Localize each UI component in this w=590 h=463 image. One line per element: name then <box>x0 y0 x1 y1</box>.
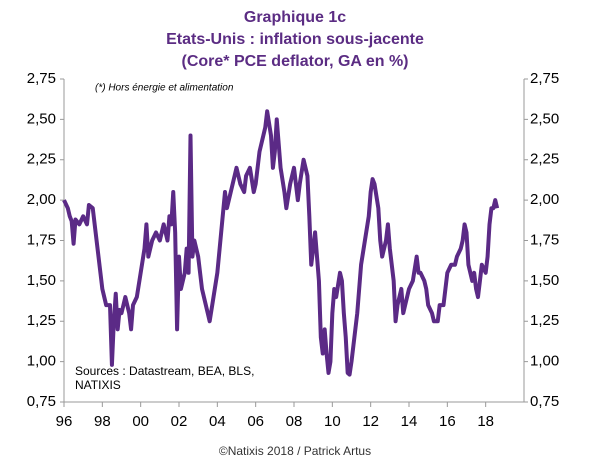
y2-tick-label: 2,75 <box>530 70 559 87</box>
x-tick-label: 18 <box>477 413 494 430</box>
y-tick-label: 2,25 <box>27 151 56 168</box>
y2-tick-label: 1,75 <box>530 231 559 248</box>
chart-subtitle: (Core* PCE deflator, GA en %) <box>182 53 409 70</box>
y-tick-label: 2,00 <box>27 191 56 208</box>
y2-tick-label: 0,75 <box>530 393 559 410</box>
y-tick-label: 1,00 <box>27 353 56 370</box>
y2-tick-label: 2,25 <box>530 151 559 168</box>
y2-tick-label: 1,50 <box>530 272 559 289</box>
x-tick-label: 98 <box>94 413 111 430</box>
y-tick-label: 0,75 <box>27 393 56 410</box>
y2-tick-label: 2,00 <box>530 191 559 208</box>
y-tick-label: 2,75 <box>27 70 56 87</box>
y-tick-label: 1,75 <box>27 231 56 248</box>
y2-tick-label: 2,50 <box>530 110 559 127</box>
x-tick-label: 08 <box>286 413 303 430</box>
note: (*) Hors énergie et alimentation <box>95 83 234 94</box>
x-tick-label: 96 <box>56 413 73 430</box>
chart-subtitle: Etats-Unis : inflation sous-jacente <box>166 31 424 48</box>
footer: ©Natixis 2018 / Patrick Artus <box>219 444 371 458</box>
chart-title: Graphique 1c <box>244 9 346 26</box>
x-tick-label: 04 <box>209 413 226 430</box>
x-tick-label: 14 <box>401 413 418 430</box>
sources: Sources : Datastream, BEA, BLS, <box>75 364 254 378</box>
x-tick-label: 00 <box>132 413 149 430</box>
sources: NATIXIS <box>75 378 121 392</box>
x-tick-label: 02 <box>171 413 188 430</box>
y-tick-label: 1,25 <box>27 312 56 329</box>
x-tick-label: 10 <box>324 413 341 430</box>
x-tick-label: 06 <box>247 413 264 430</box>
y2-tick-label: 1,00 <box>530 353 559 370</box>
x-tick-label: 16 <box>439 413 456 430</box>
x-tick-label: 12 <box>362 413 379 430</box>
y2-tick-label: 1,25 <box>530 312 559 329</box>
y-tick-label: 1,50 <box>27 272 56 289</box>
y-tick-label: 2,50 <box>27 110 56 127</box>
series-line <box>62 109 500 377</box>
